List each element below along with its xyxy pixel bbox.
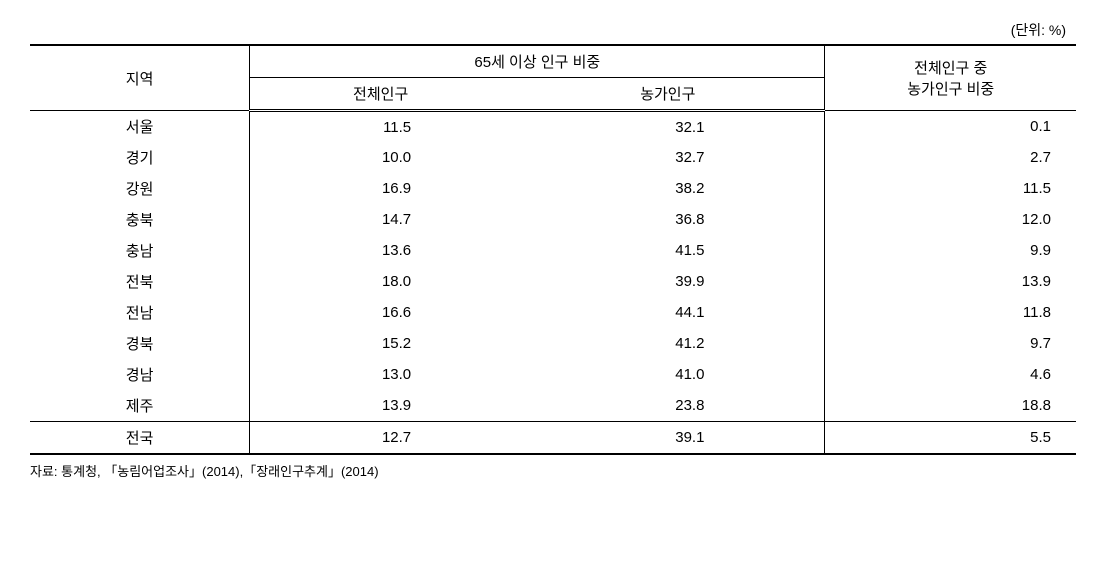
table-row: 경남 13.0 41.0 4.6 [30, 359, 1076, 390]
table-row: 전남 16.6 44.1 11.8 [30, 297, 1076, 328]
cell-region: 제주 [30, 390, 250, 422]
population-table: 지역 65세 이상 인구 비중 전체인구 중 농가인구 비중 전체인구 농가인구… [30, 44, 1076, 455]
header-over65-group: 65세 이상 인구 비중 [250, 45, 825, 78]
cell-region: 강원 [30, 173, 250, 204]
cell-share: 18.8 [825, 390, 1076, 422]
cell-total: 10.0 [250, 142, 512, 173]
header-farm-share-line1: 전체인구 중 [914, 60, 987, 77]
table-row: 전북 18.0 39.9 13.9 [30, 266, 1076, 297]
cell-total: 11.5 [250, 111, 512, 143]
cell-share: 2.7 [825, 142, 1076, 173]
cell-total: 14.7 [250, 204, 512, 235]
cell-farm: 44.1 [511, 297, 825, 328]
cell-farm: 23.8 [511, 390, 825, 422]
cell-farm: 39.9 [511, 266, 825, 297]
table-row: 충북 14.7 36.8 12.0 [30, 204, 1076, 235]
unit-label: (단위: %) [30, 20, 1076, 40]
cell-share: 12.0 [825, 204, 1076, 235]
cell-share: 5.5 [825, 422, 1076, 455]
source-note: 자료: 통계청, 「농림어업조사」(2014),「장래인구추계」(2014) [30, 461, 1076, 480]
cell-total: 13.9 [250, 390, 512, 422]
cell-region: 경북 [30, 328, 250, 359]
cell-farm: 39.1 [511, 422, 825, 455]
cell-total: 15.2 [250, 328, 512, 359]
cell-region: 전남 [30, 297, 250, 328]
cell-region: 전국 [30, 422, 250, 455]
cell-farm: 32.7 [511, 142, 825, 173]
cell-share: 11.5 [825, 173, 1076, 204]
cell-region: 충북 [30, 204, 250, 235]
cell-farm: 41.2 [511, 328, 825, 359]
cell-share: 9.9 [825, 235, 1076, 266]
table-row-total: 전국 12.7 39.1 5.5 [30, 422, 1076, 455]
cell-farm: 36.8 [511, 204, 825, 235]
cell-region: 경기 [30, 142, 250, 173]
cell-total: 16.9 [250, 173, 512, 204]
cell-share: 4.6 [825, 359, 1076, 390]
cell-share: 13.9 [825, 266, 1076, 297]
table-row: 경기 10.0 32.7 2.7 [30, 142, 1076, 173]
cell-total: 13.6 [250, 235, 512, 266]
header-total-pop: 전체인구 [250, 78, 512, 111]
cell-region: 충남 [30, 235, 250, 266]
cell-farm: 38.2 [511, 173, 825, 204]
cell-total: 12.7 [250, 422, 512, 455]
cell-share: 9.7 [825, 328, 1076, 359]
cell-region: 전북 [30, 266, 250, 297]
header-region: 지역 [30, 45, 250, 111]
cell-share: 0.1 [825, 111, 1076, 143]
cell-region: 경남 [30, 359, 250, 390]
header-farm-pop: 농가인구 [511, 78, 825, 111]
cell-farm: 41.5 [511, 235, 825, 266]
cell-region: 서울 [30, 111, 250, 143]
cell-farm: 41.0 [511, 359, 825, 390]
cell-share: 11.8 [825, 297, 1076, 328]
header-farm-share-line2: 농가인구 비중 [907, 81, 994, 98]
cell-total: 18.0 [250, 266, 512, 297]
cell-farm: 32.1 [511, 111, 825, 143]
cell-total: 13.0 [250, 359, 512, 390]
cell-total: 16.6 [250, 297, 512, 328]
header-farm-share: 전체인구 중 농가인구 비중 [825, 45, 1076, 111]
table-row: 경북 15.2 41.2 9.7 [30, 328, 1076, 359]
table-row: 충남 13.6 41.5 9.9 [30, 235, 1076, 266]
table-row: 제주 13.9 23.8 18.8 [30, 390, 1076, 422]
table-row: 서울 11.5 32.1 0.1 [30, 111, 1076, 143]
table-row: 강원 16.9 38.2 11.5 [30, 173, 1076, 204]
